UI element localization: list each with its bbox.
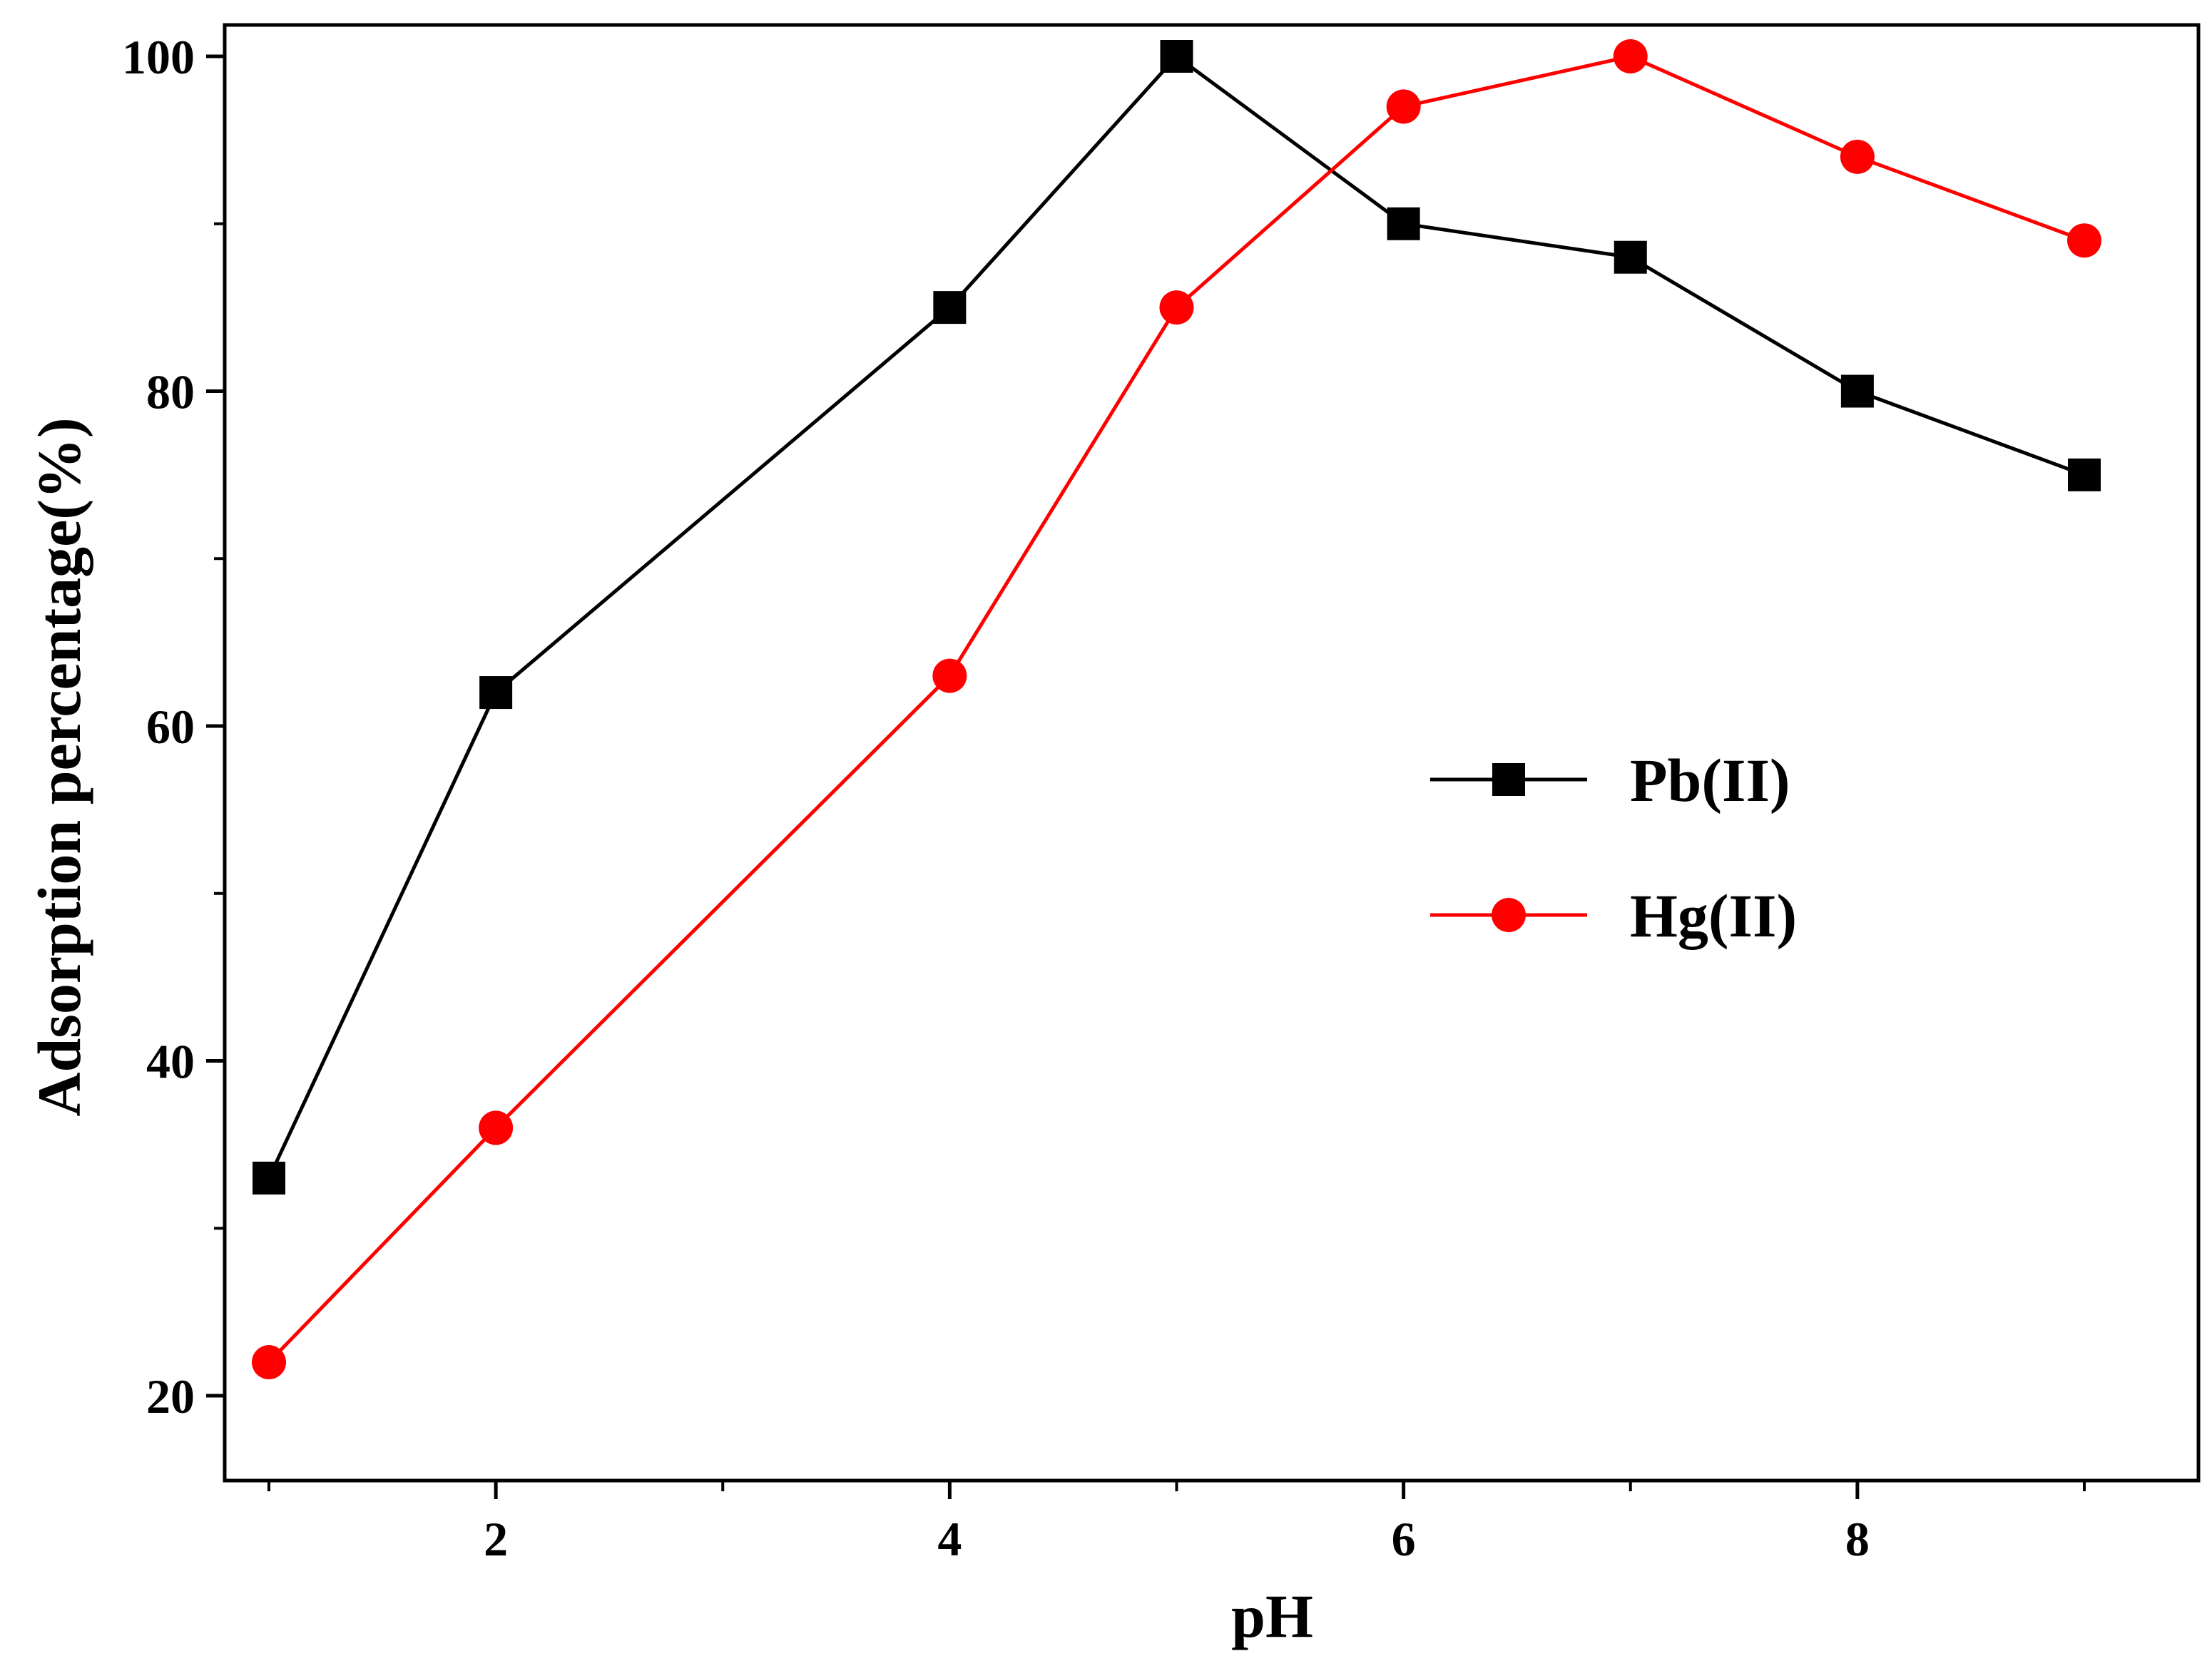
data-point-square — [479, 676, 513, 710]
axes: 2 4 6 8 20 40 60 80 100 — [122, 30, 2086, 1566]
data-point-square — [933, 291, 967, 324]
legend-label: Pb(II) — [1630, 746, 1790, 814]
data-point-circle — [1386, 89, 1421, 124]
data-point-circle — [1613, 39, 1648, 73]
y-tick-label: 100 — [122, 30, 195, 84]
legend-item-hg: Hg(II) — [1430, 881, 1797, 950]
data-point-square — [253, 1161, 285, 1195]
data-point-circle — [479, 1110, 514, 1145]
series-line — [267, 53, 2085, 1179]
data-point-circle — [252, 1345, 286, 1380]
plot-frame — [223, 23, 2201, 1483]
data-point-circle — [2067, 223, 2101, 258]
data-point-square — [1614, 240, 1647, 274]
data-point-square — [1840, 374, 1874, 408]
y-tick-label: 40 — [146, 1035, 195, 1089]
legend: Pb(II) Hg(II) — [1430, 746, 1797, 950]
y-axis-title: Adsorption percentage(%) — [25, 417, 93, 1116]
data-point-circle — [1159, 290, 1194, 325]
series-pb — [253, 40, 2101, 1195]
x-tick-label: 2 — [484, 1512, 508, 1566]
legend-marker-circle — [1492, 898, 1526, 932]
legend-marker-square — [1492, 763, 1525, 796]
legend-item-pb: Pb(II) — [1430, 746, 1790, 814]
legend-label: Hg(II) — [1630, 881, 1797, 950]
x-tick-label: 6 — [1392, 1512, 1416, 1566]
series-layer — [252, 39, 2101, 1380]
y-tick-label: 20 — [146, 1369, 195, 1424]
data-point-circle — [932, 658, 967, 693]
y-tick-label: 60 — [146, 700, 195, 754]
data-point-square — [2068, 458, 2101, 491]
x-axis-title: pH — [1231, 1582, 1313, 1650]
data-point-square — [1160, 40, 1193, 73]
series-hg — [252, 39, 2101, 1380]
series-line — [267, 54, 2085, 1364]
x-tick-label: 4 — [937, 1512, 962, 1566]
data-point-circle — [1840, 139, 1875, 174]
data-point-square — [1387, 207, 1420, 240]
y-tick-label: 80 — [146, 365, 195, 419]
x-tick-label: 8 — [1845, 1512, 1870, 1566]
